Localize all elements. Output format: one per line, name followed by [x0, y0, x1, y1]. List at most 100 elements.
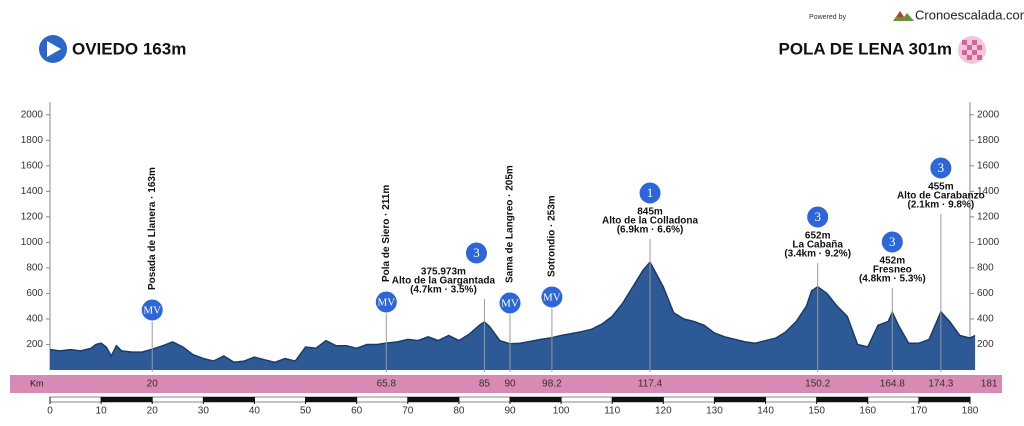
x-scale-segment	[765, 396, 817, 403]
waypoint-label: (2.1km · 9.8%)	[908, 200, 975, 211]
y-tick-label-right: 600	[977, 288, 994, 299]
waypoint-label: 845m	[637, 207, 663, 218]
start-title: OVIEDO 163m	[72, 39, 186, 58]
x-tick-label: 110	[604, 406, 620, 417]
brand-logo	[893, 11, 914, 21]
km-marker: 85	[479, 379, 491, 390]
x-tick-label: 140	[757, 406, 774, 417]
waypoint-name: Pola de Siero · 211m	[381, 185, 392, 282]
badge	[498, 291, 522, 315]
x-tick-label: 130	[706, 406, 723, 417]
x-scale-segment	[100, 396, 153, 403]
x-tick-label: 30	[198, 406, 210, 417]
waypoint: Pola de Siero · 211m MV	[374, 185, 398, 372]
x-scale-segment	[560, 396, 613, 403]
x-tick-label: 40	[249, 406, 261, 417]
waypoint-label: (4.7km · 3.5%)	[410, 285, 477, 296]
km-marker: 20	[147, 379, 159, 390]
badge-label: 3	[814, 209, 821, 224]
y-tick-label-right: 1200	[977, 211, 1000, 222]
badge-label: 1	[647, 185, 654, 200]
y-tick-label: 1600	[21, 160, 44, 171]
badge	[638, 181, 662, 205]
x-scale-segment	[918, 396, 971, 403]
waypoint-label: Fresneo	[873, 265, 912, 276]
x-scale-segment	[407, 396, 460, 403]
x-scale-segment	[49, 396, 102, 403]
y-tick-label-right: 800	[977, 263, 994, 274]
badge	[880, 230, 904, 254]
y-tick-label-right: 1400	[977, 186, 1000, 197]
x-tick-label: 170	[911, 406, 928, 417]
badge-label: 3	[473, 245, 480, 260]
start-icon	[39, 35, 67, 63]
profile-area	[50, 262, 976, 370]
x-scale-segment	[254, 396, 306, 403]
y-tick-label: 400	[26, 314, 43, 325]
x-tick-label: 20	[147, 406, 159, 417]
x-tick-label: 60	[351, 406, 363, 417]
waypoint-name: Sotrondio · 253m	[547, 195, 558, 277]
km-marker: 174.3	[928, 379, 953, 390]
y-tick-label: 200	[26, 339, 43, 350]
waypoint: Sotrondio · 253m MV	[540, 195, 564, 372]
x-tick-label: 50	[300, 406, 312, 417]
x-scale-segment	[356, 396, 409, 403]
badge-label: 3	[938, 160, 945, 175]
y-tick-label: 2000	[21, 109, 44, 120]
badge	[374, 290, 398, 314]
km-marker: 150.2	[805, 379, 830, 390]
y-tick-label-right: 1800	[977, 135, 1000, 146]
km-label: Km	[30, 378, 44, 388]
waypoint-label: Alto de Carabanzo	[897, 191, 985, 202]
x-scale-segment	[509, 396, 562, 403]
waypoint-name: Posada de Llanera · 163m	[147, 167, 158, 290]
x-scale-segment	[458, 396, 511, 403]
badge-label: 3	[889, 234, 896, 249]
y-tick-label: 1000	[21, 237, 44, 248]
waypoint-label: (3.4km · 9.2%)	[784, 249, 851, 260]
badge	[140, 298, 164, 322]
y-tick-label: 800	[26, 263, 43, 274]
x-tick-label: 80	[453, 406, 465, 417]
waypoint-label: Alto de la Gargantada	[392, 276, 496, 287]
badge	[464, 241, 488, 265]
waypoint-label: 652m	[805, 231, 831, 242]
profile-line	[49, 260, 976, 364]
y-tick-label: 1400	[21, 186, 44, 197]
km-marker: 65.8	[377, 379, 397, 390]
x-tick-label: 70	[402, 406, 414, 417]
y-tick-label-right: 1600	[977, 160, 1000, 171]
waypoint-label: 455m	[928, 182, 954, 193]
waypoint-name: Sama de Langreo · 205m	[505, 165, 516, 283]
x-scale-segment	[611, 396, 664, 403]
waypoint-label: 375.973m	[421, 267, 466, 278]
brand[interactable]: Cronoescalada.com	[915, 7, 1024, 22]
x-scale-segment	[203, 396, 255, 403]
x-scale-segment	[663, 396, 715, 403]
km-marker: 117.4	[638, 379, 663, 390]
finish-icon	[958, 36, 986, 64]
y-tick-label: 1200	[21, 211, 44, 222]
x-tick-label: 120	[655, 406, 672, 417]
x-tick-label: 100	[553, 406, 570, 417]
badge	[540, 285, 564, 309]
y-tick-label-right: 200	[977, 339, 994, 350]
km-marker: 164.8	[880, 379, 905, 390]
waypoint-label: (6.9km · 6.6%)	[617, 225, 684, 236]
x-scale-segment	[816, 396, 869, 403]
x-tick-label: 160	[859, 406, 876, 417]
waypoint-label: La Cabaña	[792, 240, 843, 251]
x-scale-segment	[714, 396, 766, 403]
x-tick-label: 0	[47, 406, 53, 417]
y-tick-label-right: 1000	[977, 237, 1000, 248]
y-tick-label-right: 2000	[977, 109, 1000, 120]
badge-label: MV	[543, 292, 561, 304]
waypoint-label: Alto de la Colladona	[602, 216, 699, 227]
